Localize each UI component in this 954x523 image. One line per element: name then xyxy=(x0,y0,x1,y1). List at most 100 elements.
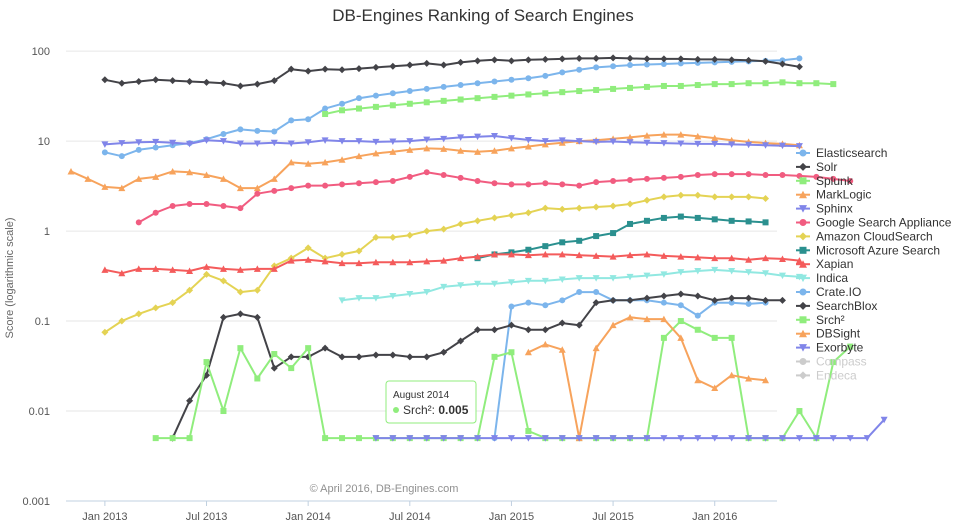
data-point xyxy=(203,270,211,278)
series-xapian xyxy=(101,250,803,277)
series-line xyxy=(171,293,783,439)
legend-item[interactable]: Endeca xyxy=(796,368,857,382)
data-point xyxy=(677,60,684,67)
data-point xyxy=(677,213,684,220)
data-point xyxy=(796,80,803,87)
data-point xyxy=(677,302,684,309)
legend-item[interactable]: SearchBlox xyxy=(796,299,877,313)
data-point xyxy=(575,435,583,442)
data-point xyxy=(863,435,871,442)
data-point xyxy=(542,180,549,187)
data-point xyxy=(508,76,515,83)
data-point xyxy=(305,345,312,352)
legend-item[interactable]: Sphinx xyxy=(796,202,853,216)
data-point xyxy=(677,82,684,89)
data-point xyxy=(711,435,719,442)
data-point xyxy=(643,196,651,204)
data-point xyxy=(677,269,685,276)
data-point xyxy=(219,79,227,87)
data-point xyxy=(609,321,617,329)
data-point xyxy=(101,266,109,273)
data-point xyxy=(558,435,566,442)
data-point xyxy=(711,134,719,142)
data-point xyxy=(745,294,753,302)
legend-item[interactable]: Crate.IO xyxy=(796,285,861,299)
data-point xyxy=(355,95,362,102)
legend-marker xyxy=(799,232,807,241)
legend-item[interactable]: MarkLogic xyxy=(796,188,871,202)
legend-item[interactable]: Amazon CloudSearch xyxy=(796,229,933,243)
data-point xyxy=(423,353,431,361)
legend-item[interactable]: Microsoft Azure Search xyxy=(796,243,940,257)
data-point xyxy=(796,55,803,62)
legend-item[interactable]: Splunk xyxy=(796,174,854,188)
data-point xyxy=(474,435,482,442)
data-point xyxy=(830,81,837,88)
data-point xyxy=(779,171,786,178)
legend-marker xyxy=(799,260,807,268)
data-point xyxy=(507,321,515,329)
y-tick-label: 0.01 xyxy=(29,406,50,418)
data-point xyxy=(219,277,227,285)
data-point xyxy=(694,59,701,66)
data-point xyxy=(745,80,752,87)
series-exorbyte xyxy=(372,416,888,442)
data-point xyxy=(660,82,667,89)
data-point xyxy=(609,54,617,62)
y-tick-label: 0.001 xyxy=(22,496,50,508)
data-point xyxy=(830,359,837,366)
data-point xyxy=(423,257,431,265)
data-point xyxy=(694,253,702,261)
data-point xyxy=(491,93,498,100)
x-tick-label: Jan 2016 xyxy=(692,511,737,523)
legend-item[interactable]: Indica xyxy=(796,271,848,285)
series-solr xyxy=(101,54,803,90)
series-line xyxy=(477,215,766,260)
data-point xyxy=(745,218,752,225)
data-point xyxy=(507,135,515,142)
legend-label: Microsoft Azure Search xyxy=(816,243,940,257)
data-point xyxy=(305,182,312,189)
legend-item[interactable]: DBSight xyxy=(796,327,861,341)
data-point xyxy=(694,435,702,442)
data-point xyxy=(253,265,261,272)
data-point xyxy=(745,300,752,307)
data-point xyxy=(779,57,786,64)
legend-item[interactable]: Compass xyxy=(796,355,867,369)
data-point xyxy=(152,265,160,272)
data-point xyxy=(355,152,363,160)
data-point xyxy=(795,257,803,264)
data-point xyxy=(576,88,583,95)
legend-item[interactable]: Exorbyte xyxy=(796,341,864,355)
data-point xyxy=(457,174,464,181)
data-point xyxy=(457,58,465,66)
data-point xyxy=(288,365,295,372)
data-point xyxy=(660,214,667,221)
legend: ElasticsearchSolrSplunkMarkLogicSphinxGo… xyxy=(796,146,952,382)
data-point xyxy=(558,250,566,258)
legend-item[interactable]: Xapian xyxy=(796,257,853,271)
legend-marker xyxy=(799,162,807,171)
data-point xyxy=(643,61,650,68)
data-point xyxy=(389,62,397,70)
data-point xyxy=(542,302,549,309)
y-tick-label: 1 xyxy=(44,226,50,238)
legend-marker xyxy=(799,177,807,185)
data-point xyxy=(558,55,566,63)
data-point xyxy=(524,251,532,259)
legend-item[interactable]: Google Search Appliance xyxy=(796,216,952,230)
legend-item[interactable]: Srch² xyxy=(796,313,845,327)
data-point xyxy=(152,209,159,216)
legend-item[interactable]: Solr xyxy=(796,160,837,174)
data-point xyxy=(423,169,430,176)
data-point xyxy=(491,180,498,187)
data-point xyxy=(135,175,143,182)
data-point xyxy=(592,435,600,442)
data-point xyxy=(643,435,651,442)
series-line xyxy=(104,194,766,334)
data-point xyxy=(322,105,329,112)
data-point xyxy=(778,435,786,442)
data-point xyxy=(355,435,362,442)
data-point xyxy=(389,148,397,155)
legend-item[interactable]: Elasticsearch xyxy=(796,146,887,160)
